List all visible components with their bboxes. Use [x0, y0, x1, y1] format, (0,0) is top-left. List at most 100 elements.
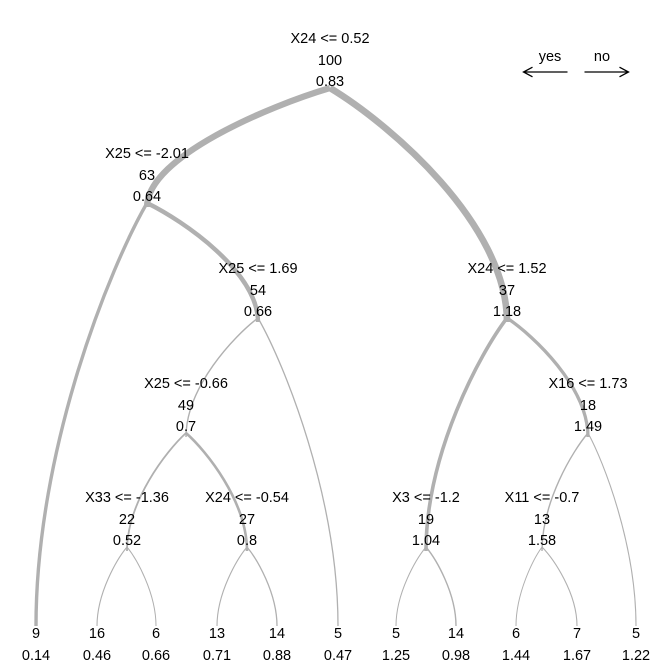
node-split-label: X11 <= -0.7 — [504, 490, 580, 507]
tree-leaf: 14 0.88 — [263, 623, 291, 667]
node-value: 0.83 — [315, 74, 345, 91]
tree-node: X33 <= -1.36 22 0.52 — [85, 488, 169, 553]
node-split-label: X25 <= -0.66 — [144, 376, 228, 393]
tree-node: X24 <= -0.54 27 0.8 — [205, 488, 289, 553]
tree-branch — [126, 546, 157, 627]
tree-leaf: 14 0.98 — [442, 623, 470, 667]
tree-branch — [185, 317, 259, 438]
node-n: 27 — [238, 511, 256, 528]
leaf-value: 1.67 — [562, 648, 592, 664]
node-value: 0.64 — [132, 189, 162, 206]
node-n: 18 — [579, 397, 597, 414]
tree-branch — [425, 546, 457, 627]
leaf-n: 5 — [333, 626, 343, 642]
node-value: 0.7 — [175, 419, 197, 436]
tree-branch — [541, 432, 589, 552]
node-value: 1.04 — [411, 533, 441, 550]
tree-node: X25 <= -2.01 63 0.64 — [105, 144, 189, 209]
tree-leaf: 16 0.46 — [83, 623, 111, 667]
tree-node: X25 <= -0.66 49 0.7 — [144, 374, 228, 439]
tree-leaf: 6 1.44 — [502, 623, 530, 667]
node-split-label: X16 <= 1.73 — [548, 376, 628, 393]
tree-node-root: X24 <= 0.52 100 0.83 — [290, 29, 369, 94]
node-split-label: X33 <= -1.36 — [85, 490, 169, 507]
leaf-n: 6 — [511, 626, 521, 642]
node-split-label: X24 <= -0.54 — [205, 490, 289, 507]
no-arrow-icon — [584, 66, 630, 78]
tree-branch — [96, 546, 128, 627]
tree-branch — [506, 316, 590, 438]
leaf-value: 0.71 — [202, 648, 232, 664]
legend-no-label: no — [593, 49, 611, 65]
node-value: 0.8 — [236, 533, 258, 550]
node-n: 19 — [417, 511, 435, 528]
leaf-n: 6 — [151, 626, 161, 642]
leaf-value: 0.88 — [262, 648, 292, 664]
node-value: 1.49 — [573, 419, 603, 436]
node-n: 54 — [249, 282, 267, 299]
tree-branch — [541, 546, 578, 627]
tree-leaf: 13 0.71 — [203, 623, 231, 667]
leaf-value: 0.66 — [141, 648, 171, 664]
node-n: 49 — [177, 397, 195, 414]
tree-node: X16 <= 1.73 18 1.49 — [548, 374, 627, 439]
tree-node: X11 <= -0.7 13 1.58 — [505, 488, 580, 553]
node-split-label: X3 <= -1.2 — [392, 490, 460, 507]
tree-node: X25 <= 1.69 54 0.66 — [218, 259, 297, 324]
leaf-value: 1.22 — [621, 648, 651, 664]
leaf-n: 16 — [88, 626, 106, 642]
leaf-value: 0.14 — [21, 648, 51, 664]
leaf-value: 1.44 — [501, 648, 531, 664]
leaf-n: 5 — [391, 626, 401, 642]
tree-branch — [146, 201, 261, 323]
leaf-n: 14 — [447, 626, 465, 642]
tree-branches — [34, 85, 637, 627]
yes-arrow-icon — [522, 66, 568, 78]
leaf-value: 0.46 — [82, 648, 112, 664]
node-split-label: X24 <= 1.52 — [467, 261, 547, 278]
tree-node: X24 <= 1.52 37 1.18 — [467, 259, 546, 324]
tree-branch — [34, 202, 149, 627]
leaf-n: 9 — [31, 626, 41, 642]
node-n: 100 — [317, 52, 343, 69]
tree-leaf: 5 1.22 — [622, 623, 650, 667]
tree-branch — [143, 85, 331, 208]
tree-leaf: 7 1.67 — [563, 623, 591, 667]
leaf-n: 7 — [572, 626, 582, 642]
leaf-value: 0.98 — [441, 648, 471, 664]
tree-branch — [395, 546, 427, 627]
tree-branch — [515, 546, 543, 627]
leaf-n: 13 — [208, 626, 226, 642]
node-value: 0.52 — [112, 533, 142, 550]
tree-branch — [424, 316, 509, 552]
node-value: 1.18 — [492, 304, 522, 321]
tree-branch — [246, 546, 278, 627]
node-n: 13 — [533, 511, 551, 528]
legend-yes-label: yes — [538, 49, 562, 65]
leaf-n: 14 — [268, 626, 286, 642]
tree-leaf: 5 1.25 — [382, 623, 410, 667]
node-n: 22 — [118, 511, 136, 528]
tree-branch — [126, 432, 187, 552]
node-n: 37 — [498, 282, 516, 299]
leaf-value: 0.47 — [323, 648, 353, 664]
leaf-value: 1.25 — [381, 648, 411, 664]
tree-leaf: 6 0.66 — [142, 623, 170, 667]
tree-branch — [587, 432, 637, 627]
tree-leaf: 5 0.47 — [324, 623, 352, 667]
tree-branch — [257, 317, 339, 627]
leaf-n: 5 — [631, 626, 641, 642]
node-split-label: X25 <= -2.01 — [105, 146, 189, 163]
legend-arrows — [522, 66, 630, 78]
tree-node: X3 <= -1.2 19 1.04 — [392, 488, 460, 553]
node-split-label: X24 <= 0.52 — [290, 31, 370, 48]
tree-branch — [328, 85, 511, 323]
tree-branch — [216, 546, 248, 627]
node-split-label: X25 <= 1.69 — [218, 261, 298, 278]
tree-leaf: 9 0.14 — [22, 623, 50, 667]
tree-branch — [185, 432, 249, 552]
node-value: 1.58 — [527, 533, 557, 550]
node-n: 63 — [138, 167, 156, 184]
